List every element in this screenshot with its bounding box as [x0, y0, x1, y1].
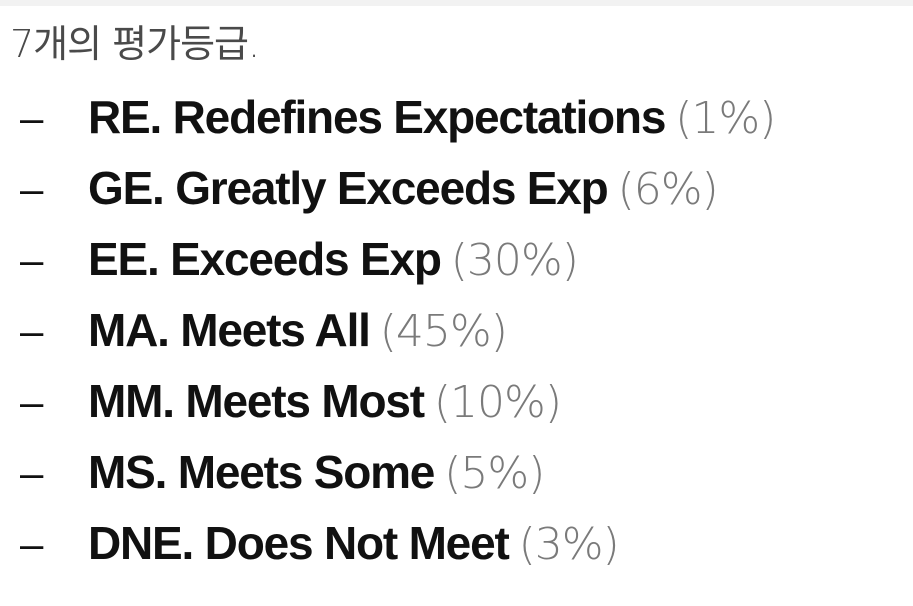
- page-title: 7개의 평가등급.: [10, 22, 260, 66]
- grade-text: MS. Meets Some (5%): [88, 437, 545, 519]
- grade-row-ms: – MS. Meets Some (5%): [0, 437, 913, 508]
- grade-list: – RE. Redefines Expectations (1%) – GE. G…: [0, 82, 913, 579]
- bullet-dash: –: [20, 94, 44, 141]
- grade-label: DNE. Does Not Meet: [88, 517, 510, 569]
- grade-row-re: – RE. Redefines Expectations (1%): [0, 82, 913, 153]
- bullet-dash: –: [20, 520, 44, 567]
- grade-percent: (45%): [379, 306, 508, 357]
- grade-text: DNE. Does Not Meet (3%): [88, 508, 620, 590]
- grade-percent: (30%): [450, 235, 579, 286]
- bullet-dash: –: [20, 236, 44, 283]
- grade-percent: (1%): [675, 93, 776, 144]
- grade-row-ge: – GE. Greatly Exceeds Exp (6%): [0, 153, 913, 224]
- grade-percent: (5%): [444, 448, 545, 499]
- grade-row-ma: – MA. Meets All (45%): [0, 295, 913, 366]
- grade-label: MS. Meets Some: [88, 446, 435, 498]
- bullet-dash: –: [20, 378, 44, 425]
- grade-text: MA. Meets All (45%): [88, 295, 508, 377]
- grade-label: EE. Exceeds Exp: [88, 233, 442, 285]
- grade-percent: (6%): [617, 164, 719, 215]
- grade-label: GE. Greatly Exceeds Exp: [88, 162, 609, 214]
- bullet-dash: –: [20, 307, 44, 354]
- grade-percent: (3%): [518, 519, 620, 570]
- grade-text: GE. Greatly Exceeds Exp (6%): [88, 153, 719, 235]
- grade-text: EE. Exceeds Exp (30%): [88, 224, 579, 306]
- bullet-dash: –: [20, 449, 44, 496]
- grade-text: MM. Meets Most (10%): [88, 366, 562, 448]
- grade-label: MM. Meets Most: [88, 375, 425, 427]
- grade-row-dne: – DNE. Does Not Meet (3%): [0, 508, 913, 579]
- grade-row-mm: – MM. Meets Most (10%): [0, 366, 913, 437]
- grade-label: MA. Meets All: [88, 304, 371, 356]
- grade-percent: (10%): [433, 377, 562, 428]
- grade-label: RE. Redefines Expectations: [88, 91, 666, 143]
- grade-text: RE. Redefines Expectations (1%): [88, 82, 776, 164]
- top-divider: [0, 0, 913, 6]
- bullet-dash: –: [20, 165, 44, 212]
- grade-row-ee: – EE. Exceeds Exp (30%): [0, 224, 913, 295]
